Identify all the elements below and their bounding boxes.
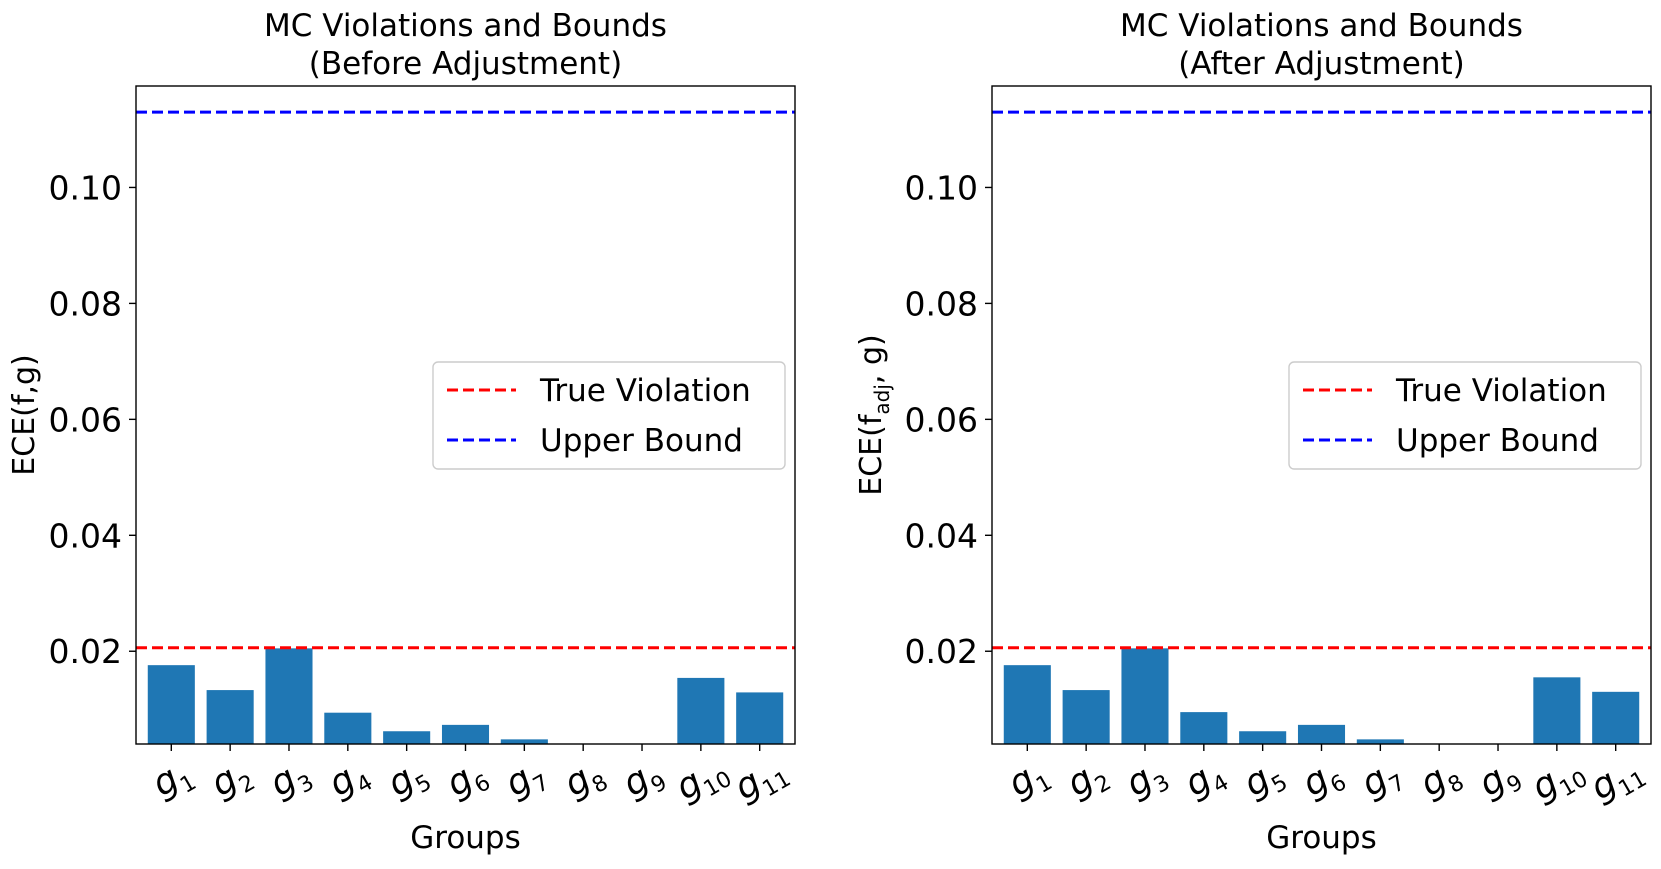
- bar-g7: [1356, 739, 1404, 744]
- x-tick-label-g3: g3: [263, 751, 318, 810]
- x-tick-label-g2: g2: [1060, 751, 1115, 810]
- bar-g1: [147, 665, 195, 744]
- y-axis-label-subscript: adj: [870, 384, 894, 415]
- bar-g11: [1592, 691, 1640, 744]
- x-tick-label-g10: g10: [669, 748, 737, 814]
- x-tick-label-g2: g2: [204, 751, 259, 810]
- chart-subtitle: (Before Adjustment): [309, 46, 622, 82]
- x-tick-label-g11: g11: [728, 748, 796, 814]
- y-tick-label: 0.10: [905, 168, 978, 207]
- y-axis-label-main: ECE(f,g): [7, 354, 42, 475]
- y-tick-label: 0.06: [49, 400, 122, 439]
- x-tick-label-g4: g4: [322, 751, 377, 810]
- x-tick-label-g10: g10: [1525, 748, 1593, 814]
- bar-g7: [500, 739, 548, 744]
- bar-g2: [1062, 690, 1110, 744]
- chart-subtitle: (After Adjustment): [1178, 46, 1464, 82]
- bar-g10: [1533, 677, 1581, 744]
- chart-title: MC Violations and Bounds: [264, 8, 667, 44]
- bar-g3: [265, 648, 313, 744]
- legend: True Violation Upper Bound: [1288, 361, 1642, 470]
- legend-box: [1288, 361, 1642, 470]
- x-tick-label-g8: g8: [1413, 751, 1468, 810]
- x-tick-label-g1: g1: [145, 751, 200, 810]
- bar-g4: [1180, 712, 1228, 744]
- bar-g6: [441, 724, 490, 744]
- legend-box: [432, 361, 786, 470]
- x-tick-label-g11: g11: [1584, 748, 1652, 814]
- bar-g1: [1003, 665, 1051, 744]
- x-tick-label-g9: g9: [1472, 751, 1527, 810]
- legend: True Violation Upper Bound: [432, 361, 786, 470]
- x-tick-label-g6: g6: [440, 751, 495, 810]
- legend-label-upper-bound: Upper Bound: [540, 423, 743, 459]
- y-axis-label: ECE(fadj, g): [854, 334, 894, 495]
- bar-g5: [1239, 731, 1287, 744]
- bar-g6: [1297, 724, 1346, 744]
- x-tick-label-g9: g9: [616, 751, 671, 810]
- bar-g5: [383, 731, 431, 744]
- bar-g2: [206, 690, 254, 744]
- y-tick-label: 0.02: [49, 632, 122, 671]
- y-tick-label: 0.10: [49, 168, 122, 207]
- x-tick-label-g1: g1: [1001, 751, 1056, 810]
- bar-g11: [736, 692, 784, 744]
- y-tick-label: 0.08: [49, 284, 122, 323]
- bar-g3: [1121, 648, 1169, 744]
- y-tick-label: 0.06: [905, 400, 978, 439]
- legend-label-true-violation: True Violation: [1395, 373, 1607, 409]
- x-tick-label-g7: g7: [498, 751, 553, 810]
- y-axis-label-main: ECE(f: [854, 413, 889, 496]
- bar-g10: [677, 677, 725, 744]
- x-axis-label: Groups: [1266, 820, 1377, 856]
- x-tick-label-g8: g8: [557, 751, 612, 810]
- x-tick-label-g5: g5: [381, 751, 436, 810]
- y-axis-label-tail: , g): [854, 334, 889, 384]
- bar-g4: [324, 712, 372, 744]
- x-tick-label-g3: g3: [1119, 751, 1174, 810]
- x-tick-label-g7: g7: [1354, 751, 1409, 810]
- x-tick-label-g4: g4: [1178, 751, 1233, 810]
- x-tick-label-g6: g6: [1296, 751, 1351, 810]
- y-tick-label: 0.02: [905, 632, 978, 671]
- y-tick-label: 0.04: [905, 516, 978, 555]
- y-axis-label: ECE(f,g): [7, 354, 42, 475]
- y-tick-label: 0.08: [905, 284, 978, 323]
- x-tick-label-g5: g5: [1237, 751, 1292, 810]
- legend-label-upper-bound: Upper Bound: [1396, 423, 1599, 459]
- legend-label-true-violation: True Violation: [539, 373, 751, 409]
- chart-title: MC Violations and Bounds: [1120, 8, 1523, 44]
- y-tick-label: 0.04: [49, 516, 122, 555]
- x-axis-label: Groups: [410, 820, 521, 856]
